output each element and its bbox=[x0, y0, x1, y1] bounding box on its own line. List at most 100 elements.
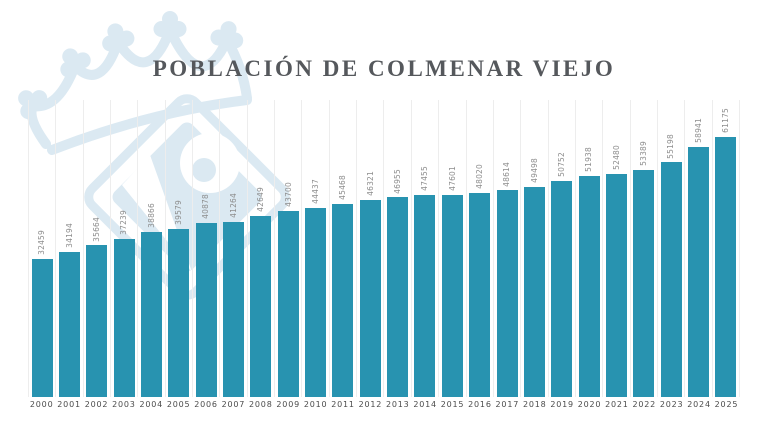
x-axis-label-2001: 2001 bbox=[57, 400, 81, 409]
bar-2004 bbox=[141, 231, 163, 397]
x-axis-label-2020: 2020 bbox=[577, 400, 602, 409]
bar-column-2014: 47455 bbox=[410, 100, 438, 397]
bar-value-label: 37239 bbox=[119, 209, 129, 235]
x-axis-label-2019: 2019 bbox=[550, 400, 574, 409]
bar-value-label: 38866 bbox=[146, 202, 156, 228]
x-axis-label-2018: 2018 bbox=[522, 400, 547, 409]
bar-column-2010: 44437 bbox=[301, 100, 328, 397]
bar-column-2024: 58941 bbox=[684, 100, 711, 397]
bar-2011 bbox=[332, 203, 354, 397]
bar-2003 bbox=[113, 238, 135, 397]
bar-2013 bbox=[387, 197, 409, 397]
x-axis-label-2005: 2005 bbox=[166, 400, 191, 409]
bar-value-label: 47455 bbox=[420, 166, 430, 192]
bar-value-label: 52480 bbox=[611, 145, 621, 170]
x-axis-label-2014: 2014 bbox=[413, 400, 437, 409]
bar-2005 bbox=[168, 228, 190, 397]
bar-2009 bbox=[277, 211, 299, 397]
x-axis-label-2022: 2022 bbox=[632, 400, 657, 409]
bar-value-label: 35664 bbox=[92, 216, 102, 242]
bar-column-2000: 32459 bbox=[28, 100, 55, 397]
chart-title: POBLACIÓN DE COLMENAR VIEJO bbox=[152, 56, 616, 81]
x-axis-label-2009: 2009 bbox=[276, 400, 300, 409]
bar-2019 bbox=[551, 181, 573, 397]
bar-column-2022: 53389 bbox=[629, 100, 657, 397]
bar-2022 bbox=[633, 170, 655, 397]
bar-column-2015: 47601 bbox=[438, 100, 465, 397]
x-axis-label-2007: 2007 bbox=[221, 400, 246, 409]
bar-2018 bbox=[523, 186, 545, 397]
bar-column-2003: 37239 bbox=[110, 100, 137, 397]
bar-column-2007: 41264 bbox=[219, 100, 246, 397]
bar-2017 bbox=[496, 190, 518, 397]
bar-column-2025: 61175 bbox=[711, 100, 740, 397]
x-axis-label-2012: 2012 bbox=[358, 400, 383, 409]
bar-column-2019: 50752 bbox=[547, 100, 575, 397]
bar-column-2008: 42649 bbox=[246, 100, 274, 397]
x-axis-label-2023: 2023 bbox=[659, 400, 684, 409]
bar-2021 bbox=[605, 174, 627, 397]
bar-column-2005: 39579 bbox=[164, 100, 192, 397]
bar-value-label: 51938 bbox=[584, 147, 594, 173]
bar-column-2018: 49498 bbox=[520, 100, 547, 397]
bar-value-label: 39579 bbox=[174, 199, 184, 225]
bar-value-label: 40878 bbox=[201, 194, 211, 220]
x-axis-label-2010: 2010 bbox=[303, 400, 328, 409]
bar-2023 bbox=[660, 162, 682, 397]
bar-value-label: 45468 bbox=[338, 174, 348, 200]
bar-value-label: 48020 bbox=[474, 164, 484, 189]
bar-value-label: 61175 bbox=[721, 108, 731, 133]
bar-2012 bbox=[359, 200, 381, 397]
x-axis-labels: 2000 2001 2002 2003 2004 2005 2006 2007 2008 2009… bbox=[28, 400, 740, 409]
x-axis-label-2008: 2008 bbox=[249, 400, 273, 409]
bar-value-label: 55198 bbox=[666, 133, 676, 159]
bar-2020 bbox=[578, 176, 600, 397]
bar-value-label: 53389 bbox=[638, 141, 648, 167]
x-axis-label-2017: 2017 bbox=[495, 400, 520, 409]
bar-2007 bbox=[223, 221, 245, 397]
x-axis-label-2015: 2015 bbox=[440, 400, 465, 409]
bar-value-label: 46321 bbox=[365, 171, 375, 197]
bar-column-2011: 45468 bbox=[328, 100, 356, 397]
bar-value-label: 50752 bbox=[556, 152, 566, 178]
bar-2000 bbox=[31, 259, 53, 397]
bar-column-2016: 48020 bbox=[465, 100, 493, 397]
bar-2010 bbox=[305, 208, 327, 397]
x-axis-label-2006: 2006 bbox=[194, 400, 218, 409]
bar-chart-plot: 32459 34194 35664 37239 38866 39579 40878 41264… bbox=[28, 100, 740, 397]
bar-column-2020: 51938 bbox=[574, 100, 602, 397]
bar-column-2021: 52480 bbox=[602, 100, 629, 397]
bar-value-label: 48614 bbox=[502, 161, 512, 187]
x-axis-label-2013: 2013 bbox=[385, 400, 410, 409]
bar-column-2017: 48614 bbox=[492, 100, 520, 397]
bar-2015 bbox=[441, 194, 463, 397]
bar-value-label: 47601 bbox=[447, 165, 457, 191]
x-axis-label-2000: 2000 bbox=[29, 400, 54, 409]
bar-column-2013: 46955 bbox=[383, 100, 410, 397]
bar-2008 bbox=[250, 215, 272, 397]
bar-value-label: 46955 bbox=[392, 168, 402, 194]
bar-2014 bbox=[414, 195, 436, 397]
bar-column-2009: 43700 bbox=[274, 100, 301, 397]
bar-value-label: 42649 bbox=[256, 186, 266, 212]
x-axis-label-2016: 2016 bbox=[468, 400, 492, 409]
x-axis-label-2021: 2021 bbox=[605, 400, 629, 409]
bar-2001 bbox=[59, 251, 81, 397]
x-axis-label-2004: 2004 bbox=[139, 400, 164, 409]
bar-value-label: 34194 bbox=[64, 222, 74, 248]
x-axis-label-2002: 2002 bbox=[84, 400, 109, 409]
bar-column-2023: 55198 bbox=[656, 100, 684, 397]
bar-value-label: 58941 bbox=[693, 117, 703, 143]
bar-2016 bbox=[469, 192, 491, 397]
bar-2006 bbox=[195, 223, 217, 397]
bar-column-2012: 46321 bbox=[356, 100, 383, 397]
bar-2024 bbox=[687, 146, 709, 397]
x-axis-label-2003: 2003 bbox=[112, 400, 136, 409]
bar-column-2001: 34194 bbox=[55, 100, 82, 397]
bar-column-2004: 38866 bbox=[137, 100, 164, 397]
bar-value-label: 44437 bbox=[310, 179, 320, 205]
bar-2025 bbox=[715, 137, 737, 397]
bar-2002 bbox=[86, 245, 108, 397]
bar-value-label: 41264 bbox=[228, 192, 238, 218]
